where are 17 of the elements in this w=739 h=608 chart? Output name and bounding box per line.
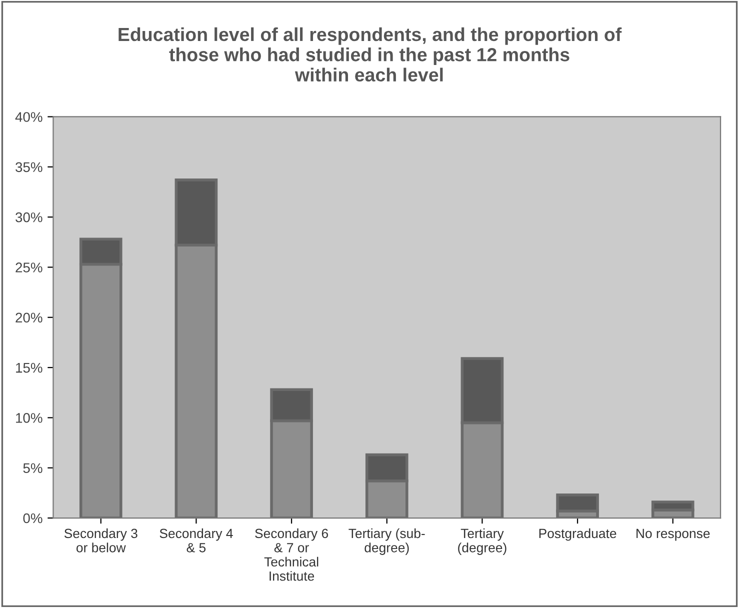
- y-tick-label: 15%: [16, 362, 42, 373]
- x-tick-label: No response: [636, 528, 710, 541]
- x-tick-label: Secondary 6 & 7 or Technical Institute: [255, 528, 328, 581]
- y-tick-label: 20%: [16, 312, 42, 323]
- y-tick-label: 0%: [23, 513, 42, 524]
- y-tick-label: 25%: [16, 262, 42, 272]
- y-tick-label: 35%: [16, 162, 42, 172]
- x-tick-label: Secondary 4 & 5: [160, 528, 233, 552]
- y-tick-label: 30%: [16, 212, 42, 222]
- chart-title: Education level of all respondents, and the proportion of those who had studied in the past 12 months within each level: [118, 27, 622, 82]
- x-tick-label: Tertiary (degree): [458, 528, 506, 555]
- y-tick-label: 40%: [15, 112, 42, 122]
- x-tick-label: Tertiary (sub- degree): [348, 528, 425, 555]
- x-tick-label: Postgraduate: [539, 528, 616, 541]
- x-tick-label: Secondary 3 or below: [64, 528, 138, 552]
- y-tick-label: 10%: [16, 413, 42, 423]
- y-tick-label: 5%: [23, 463, 42, 474]
